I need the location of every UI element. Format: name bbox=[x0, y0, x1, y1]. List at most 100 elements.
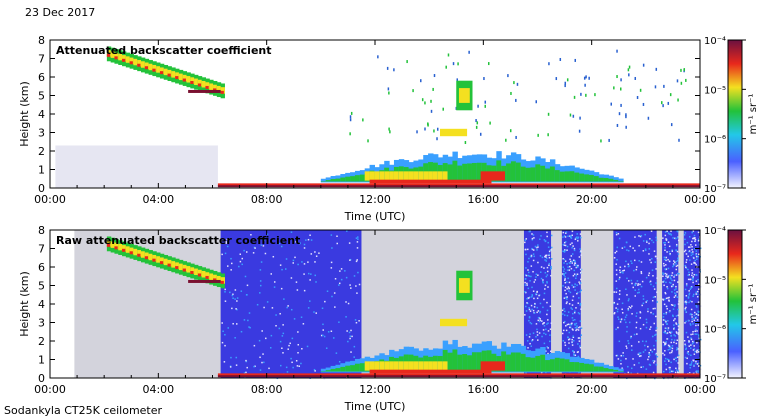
low-cloud-cell bbox=[598, 177, 605, 182]
noise-speck bbox=[684, 322, 686, 324]
noise-speck bbox=[345, 301, 347, 303]
noise-speck bbox=[301, 347, 303, 350]
noise-speck bbox=[280, 287, 283, 290]
noise-speck bbox=[652, 313, 655, 315]
noise-speck bbox=[353, 356, 355, 358]
noise-speck bbox=[664, 330, 667, 332]
noise-speck bbox=[568, 287, 570, 290]
noise-speck bbox=[690, 337, 692, 339]
noise-speck bbox=[298, 365, 301, 368]
noise-speck bbox=[684, 344, 687, 347]
y-tick-label: 3 bbox=[38, 127, 45, 140]
noise-speck bbox=[528, 319, 530, 322]
noise-speck bbox=[562, 236, 564, 238]
noise-speck bbox=[691, 318, 693, 320]
cloud-cell bbox=[182, 264, 188, 272]
noise-speck bbox=[348, 331, 351, 334]
noise-speck bbox=[575, 264, 577, 266]
noise-speck bbox=[666, 230, 668, 233]
noise-speck bbox=[318, 252, 320, 254]
noise-speck bbox=[526, 284, 528, 286]
noise-speck bbox=[668, 299, 670, 301]
noise-speck bbox=[670, 351, 673, 354]
noise-speck bbox=[305, 239, 307, 241]
noise-speck bbox=[667, 258, 669, 261]
noise-speck bbox=[662, 262, 665, 265]
noise-speck bbox=[613, 257, 616, 259]
noise-speck bbox=[639, 317, 642, 319]
cloud-cell bbox=[220, 87, 225, 94]
noise-speck bbox=[526, 282, 528, 285]
noise-speck bbox=[547, 246, 550, 248]
noise-speck bbox=[668, 233, 671, 235]
noise-speck bbox=[692, 295, 694, 297]
cloud-cell bbox=[122, 55, 127, 62]
noise-speck bbox=[630, 260, 632, 262]
noise-speck bbox=[240, 330, 243, 333]
noise-speck bbox=[285, 258, 288, 260]
noise-speck bbox=[639, 327, 642, 330]
noise-speck bbox=[618, 340, 621, 343]
low-cloud-cell bbox=[481, 350, 488, 372]
noise-speck bbox=[546, 257, 548, 260]
cloud-cell bbox=[190, 77, 195, 84]
noise-speck bbox=[564, 249, 567, 252]
noise-speck bbox=[673, 276, 675, 278]
low-cloud-cell bbox=[393, 361, 400, 371]
noise-speck bbox=[677, 333, 680, 336]
noise-speck bbox=[668, 310, 671, 313]
noise-speck bbox=[662, 298, 664, 301]
date-label: 23 Dec 2017 bbox=[25, 6, 96, 19]
noise-speck bbox=[644, 233, 646, 236]
surface-layer-max bbox=[217, 375, 700, 378]
low-cloud-cell bbox=[530, 167, 536, 182]
noise-speck bbox=[692, 359, 695, 362]
cloud-cell bbox=[152, 254, 157, 262]
noise-speck bbox=[225, 241, 227, 243]
noise-speck bbox=[532, 290, 535, 292]
cloud-cell bbox=[205, 272, 210, 279]
noise-speck bbox=[574, 259, 576, 262]
noise-speck bbox=[670, 304, 673, 306]
noise-speck bbox=[527, 269, 529, 271]
sparse-echo bbox=[620, 78, 622, 82]
sparse-echo bbox=[620, 87, 622, 91]
noise-speck bbox=[525, 310, 528, 312]
noise-speck bbox=[567, 323, 570, 325]
noise-speck bbox=[692, 253, 694, 255]
low-cloud-cell bbox=[569, 362, 575, 372]
noise-speck bbox=[697, 334, 700, 336]
noise-speck bbox=[669, 276, 672, 279]
cloud-cell-peak bbox=[152, 258, 156, 262]
noise-speck bbox=[543, 292, 546, 295]
noise-speck bbox=[693, 234, 696, 237]
noise-speck bbox=[640, 234, 643, 237]
noise-speck bbox=[615, 328, 617, 331]
noise-speck bbox=[567, 277, 569, 280]
noise-speck bbox=[683, 250, 686, 253]
sparse-echo bbox=[476, 121, 479, 125]
cloud-cell bbox=[220, 277, 225, 284]
noise-speck bbox=[685, 306, 687, 309]
cloud-cell bbox=[171, 261, 176, 268]
noise-speck bbox=[613, 301, 616, 304]
low-cloud-cell bbox=[345, 365, 351, 372]
noise-speck bbox=[530, 322, 533, 325]
noise-speck bbox=[549, 334, 551, 336]
noise-speck bbox=[697, 310, 699, 313]
noise-speck bbox=[573, 351, 575, 353]
noise-speck bbox=[547, 241, 549, 244]
noise-speck bbox=[546, 281, 548, 283]
noise-speck bbox=[671, 272, 674, 274]
noise-speck bbox=[580, 308, 582, 310]
surface-layer-max bbox=[217, 185, 700, 188]
low-cloud-cell bbox=[393, 171, 400, 181]
noise-speck bbox=[564, 310, 566, 313]
noise-speck bbox=[663, 242, 665, 244]
noise-speck bbox=[313, 311, 315, 313]
noise-speck bbox=[655, 333, 657, 336]
noise-speck bbox=[573, 249, 576, 252]
noise-speck bbox=[524, 314, 526, 316]
low-cloud-cell bbox=[603, 177, 609, 182]
colorbar bbox=[727, 229, 743, 379]
